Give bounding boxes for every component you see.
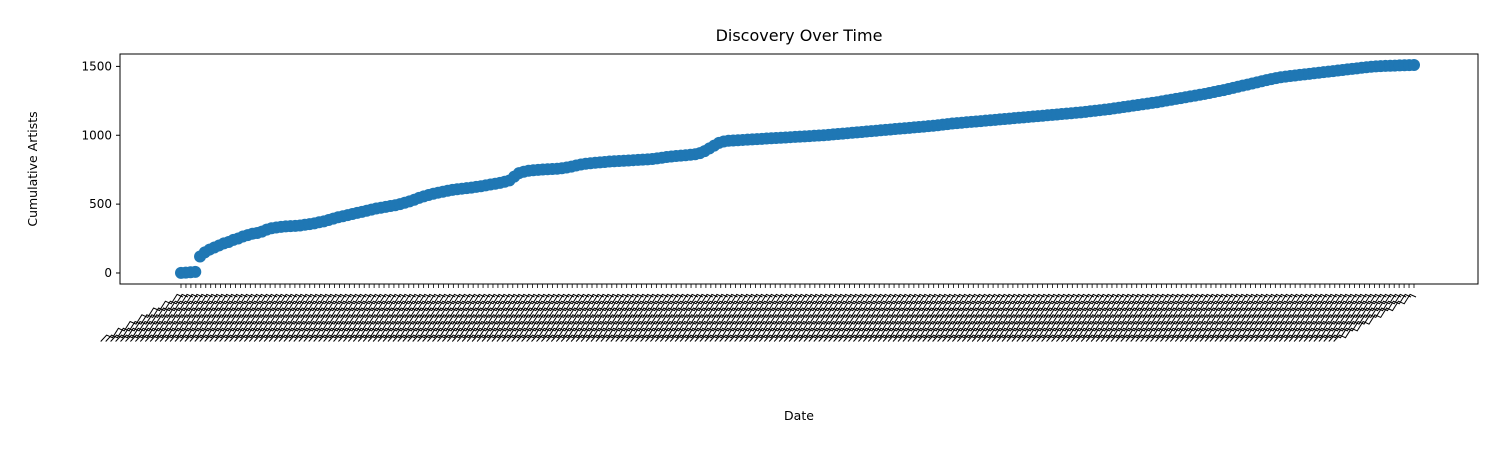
data-point <box>1408 59 1420 72</box>
chart-title: Discovery Over Time <box>716 26 883 45</box>
y-tick-label: 0 <box>104 266 112 280</box>
data-series <box>175 59 1420 279</box>
x-tick-group <box>100 284 1417 342</box>
y-axis-label: Cumulative Artists <box>25 111 40 226</box>
plot-frame <box>119 53 1479 285</box>
y-tick-group: 0 500 1000 1500 <box>81 59 120 280</box>
x-axis-label: Date <box>784 408 814 423</box>
data-point <box>189 265 202 278</box>
y-tick-label: 1500 <box>81 59 112 73</box>
x-tick-label <box>1333 293 1417 342</box>
y-tick-label: 1000 <box>81 128 112 142</box>
y-tick-label: 500 <box>89 197 112 211</box>
